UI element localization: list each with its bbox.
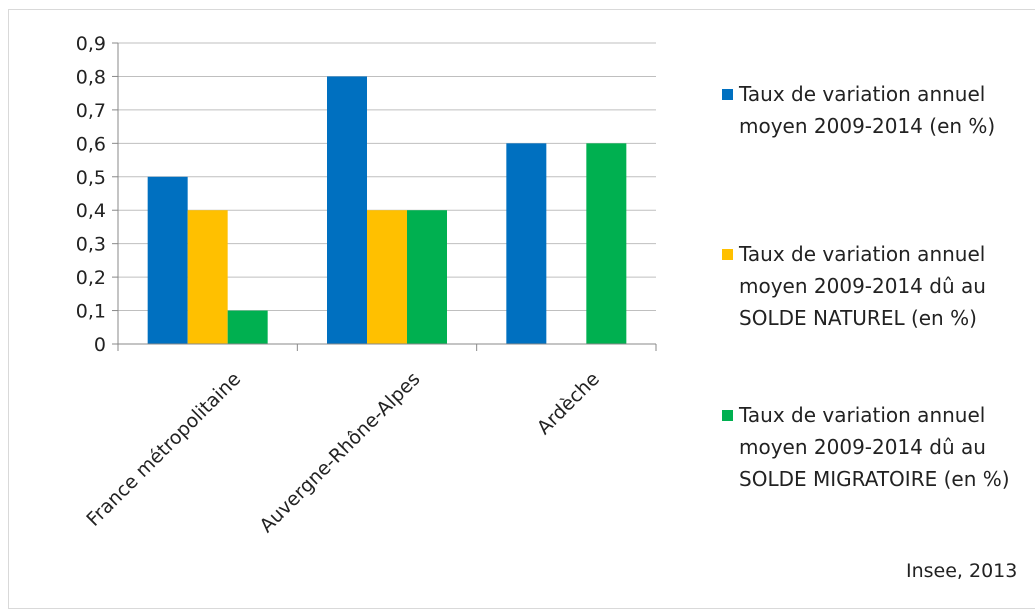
y-axis: 0 0,1 0,2 0,3 0,4 0,5 0,6 0,7 0,8 0,9 <box>76 33 119 356</box>
source-note: Insee, 2013 <box>906 560 1018 582</box>
legend-label: Taux de variation annuel moyen 2009-2014… <box>739 82 996 138</box>
x-tick-label: France métropolitaine <box>82 368 245 531</box>
bars <box>147 76 627 344</box>
y-tick-label: 0,1 <box>76 301 106 323</box>
legend-item-solde-migratoire: Taux de variation annuel moyen 2009-2014… <box>722 399 1035 495</box>
y-tick-label: 0,9 <box>76 33 106 55</box>
y-tick-label: 0,5 <box>76 167 106 189</box>
legend-swatch <box>722 410 733 421</box>
legend-item-solde-naturel: Taux de variation annuel moyen 2009-2014… <box>722 238 1035 334</box>
legend-swatch <box>722 249 733 260</box>
legend-swatch <box>722 89 733 100</box>
x-tick-label: Ardèche <box>533 368 604 439</box>
y-tick-label: 0,2 <box>76 267 106 289</box>
y-tick-label: 0,7 <box>76 100 106 122</box>
legend-label: Taux de variation annuel moyen 2009-2014… <box>739 403 1010 491</box>
bar <box>367 210 407 344</box>
legend-label: Taux de variation annuel moyen 2009-2014… <box>739 242 986 330</box>
y-tick-label: 0,8 <box>76 66 106 88</box>
bar <box>187 210 228 344</box>
bar-chart: 0 0,1 0,2 0,3 0,4 0,5 0,6 0,7 0,8 0,9 France métr… <box>76 33 657 537</box>
bar <box>327 76 367 344</box>
y-tick-label: 0,4 <box>76 200 106 222</box>
x-axis: France métropolitaine Auvergne-Rhône-Alpe… <box>82 343 657 537</box>
bar <box>506 143 547 344</box>
legend-item-taux-total: Taux de variation annuel moyen 2009-2014… <box>722 78 1035 142</box>
y-tick-label: 0,6 <box>76 133 106 155</box>
bar <box>586 143 627 344</box>
bar <box>227 310 268 344</box>
bar <box>147 176 188 344</box>
y-tick-label: 0,3 <box>76 234 106 256</box>
bar <box>407 210 447 344</box>
y-tick-label: 0 <box>94 334 106 356</box>
x-tick-label: Auvergne-Rhône-Alpes <box>255 368 424 537</box>
